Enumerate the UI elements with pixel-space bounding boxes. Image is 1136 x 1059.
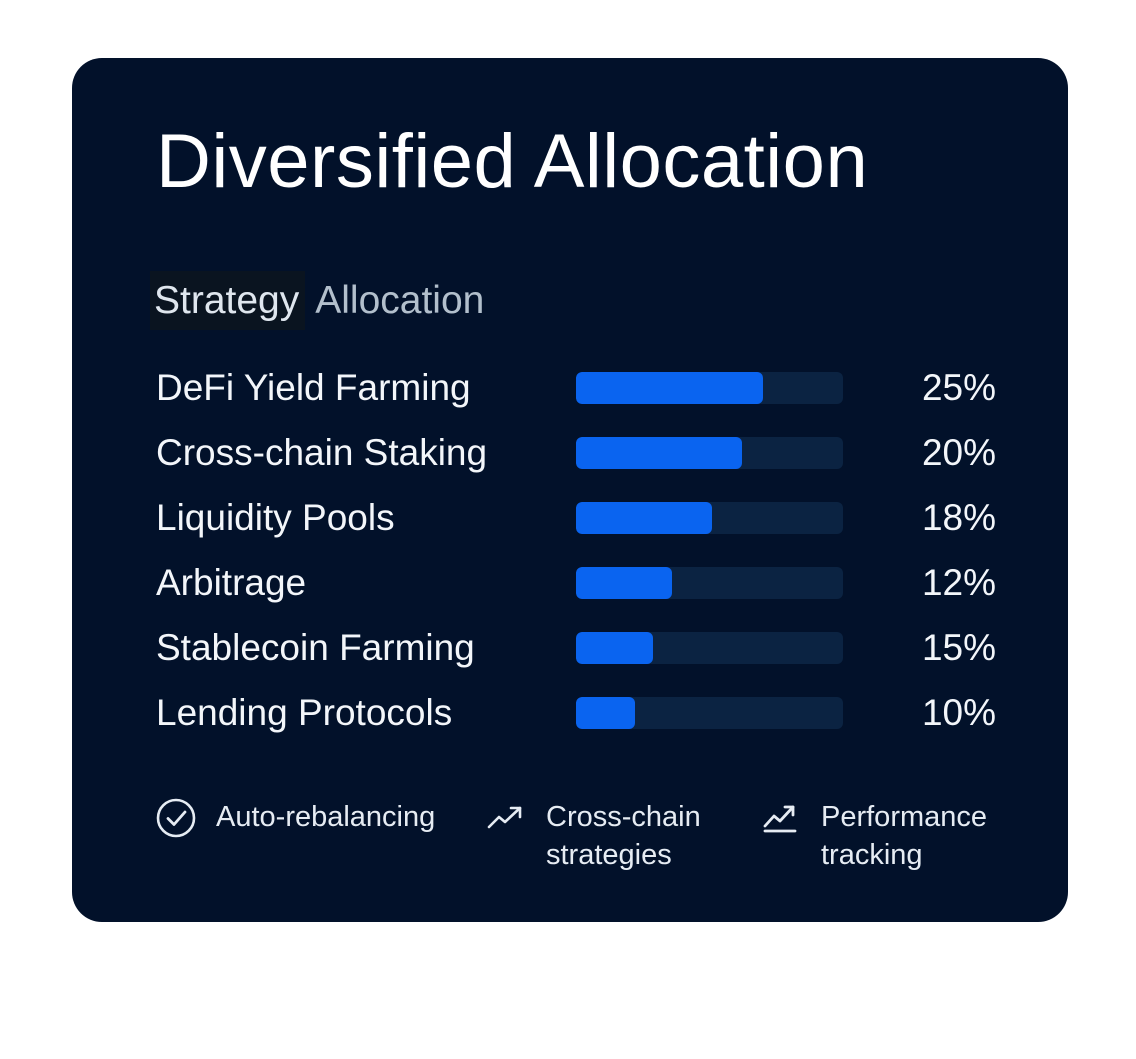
allocation-percent: 25% <box>921 367 996 408</box>
allocation-row-arbitrage: Arbitrage 12% <box>156 563 996 603</box>
allocation-bar <box>576 632 843 664</box>
trending-up-icon <box>487 806 522 829</box>
section-heading: Strategy Allocation <box>150 270 484 330</box>
allocation-bar-fill <box>576 372 763 404</box>
feature-text: Performance tracking <box>821 801 988 871</box>
allocation-label: Liquidity Pools <box>156 497 395 538</box>
allocation-label: Arbitrage <box>156 562 307 603</box>
allocation-row-lending-protocols: Lending Protocols 10% <box>156 693 996 733</box>
allocation-row-cross-chain-staking: Cross-chain Staking 20% <box>156 433 996 473</box>
allocation-percent: 18% <box>921 497 996 538</box>
allocation-bar <box>576 372 843 404</box>
allocation-bar <box>576 567 843 599</box>
allocation-bar-fill <box>576 567 673 599</box>
feature-text: Cross-chain strategies <box>546 801 701 871</box>
check-circle-icon <box>156 798 196 838</box>
feature-auto-rebalancing: Auto-rebalancing <box>156 798 435 838</box>
allocation-row-stablecoin-farming: Stablecoin Farming 15% <box>156 628 996 668</box>
card-title: Diversified Allocation <box>156 119 869 204</box>
allocation-percent: 12% <box>921 562 996 603</box>
allocation-row-defi-yield-farming: DeFi Yield Farming 25% <box>156 368 996 408</box>
allocation-card: Diversified Allocation Strategy Allocati… <box>72 58 1068 922</box>
allocation-bar-fill <box>576 437 742 469</box>
allocation-bar-fill <box>576 697 635 729</box>
feature-cross-chain-strategies: Cross-chain strategies <box>486 798 701 874</box>
chart-line-icon <box>763 805 797 833</box>
section-heading-highlight: Strategy <box>150 270 306 330</box>
allocation-bar-fill <box>576 632 654 664</box>
feature-text: Auto-rebalancing <box>216 801 436 833</box>
allocation-row-liquidity-pools: Liquidity Pools 18% <box>156 498 996 538</box>
allocation-label: Lending Protocols <box>156 692 453 733</box>
allocation-percent: 15% <box>921 627 996 668</box>
allocation-label: Stablecoin Farming <box>156 627 475 668</box>
allocation-label: DeFi Yield Farming <box>156 367 471 408</box>
allocation-bar <box>576 697 843 729</box>
allocation-label: Cross-chain Staking <box>156 432 488 473</box>
feature-list: Auto-rebalancing Cross-chain strategies … <box>156 798 1016 888</box>
allocation-bar <box>576 437 843 469</box>
allocation-percent: 20% <box>921 432 996 473</box>
allocation-bar <box>576 502 843 534</box>
section-heading-rest: Allocation <box>315 278 485 322</box>
allocation-percent: 10% <box>921 692 996 733</box>
allocation-bar-fill <box>576 502 713 534</box>
feature-performance-tracking: Performance tracking <box>761 798 987 874</box>
